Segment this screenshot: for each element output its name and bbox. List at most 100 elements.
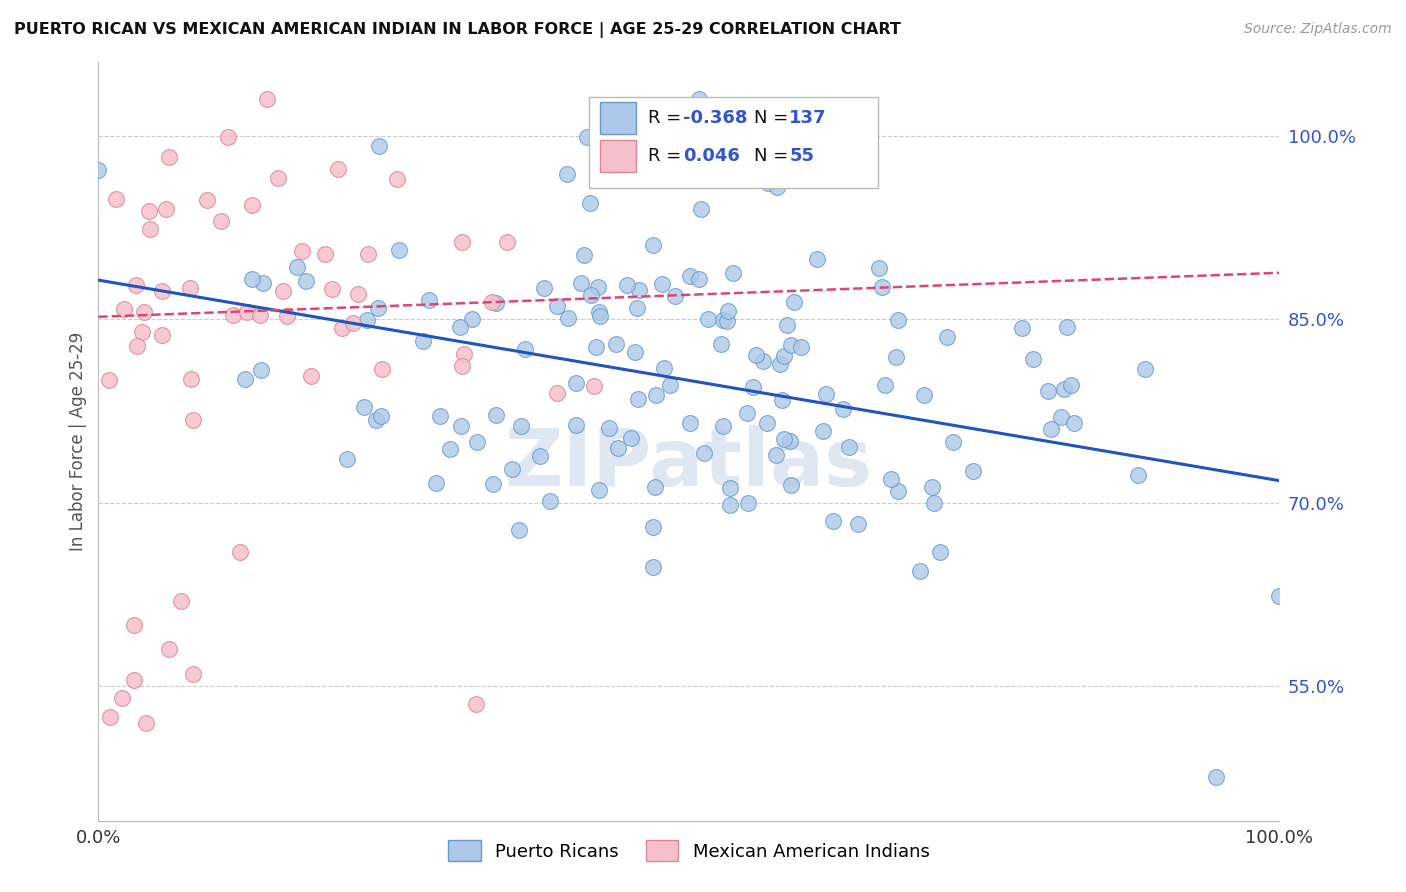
Point	[342, 316, 364, 330]
Point	[579, 196, 602, 211]
Point	[98, 709, 121, 723]
Point	[181, 666, 204, 681]
Point	[1053, 383, 1076, 397]
Point	[929, 545, 952, 559]
Point	[252, 276, 274, 290]
FancyBboxPatch shape	[589, 96, 877, 187]
Point	[579, 288, 602, 302]
Point	[780, 337, 803, 351]
Y-axis label: In Labor Force | Age 25-29: In Labor Force | Age 25-29	[69, 332, 87, 551]
Point	[583, 379, 606, 393]
Point	[652, 360, 675, 375]
Point	[135, 715, 157, 730]
Point	[641, 520, 664, 534]
Point	[711, 312, 734, 326]
Point	[508, 523, 530, 537]
Point	[717, 303, 740, 318]
Point	[356, 313, 378, 327]
Point	[780, 478, 803, 492]
Point	[314, 246, 336, 260]
Point	[1022, 352, 1045, 367]
Point	[250, 363, 273, 377]
Point	[127, 339, 149, 353]
Point	[585, 340, 607, 354]
Point	[481, 295, 503, 310]
Point	[157, 150, 180, 164]
Point	[134, 304, 156, 318]
Point	[756, 176, 779, 190]
Point	[711, 418, 734, 433]
Point	[138, 204, 160, 219]
Point	[425, 475, 447, 490]
Point	[806, 252, 828, 267]
Point	[658, 378, 681, 392]
Text: 137: 137	[789, 109, 827, 127]
Point	[641, 560, 664, 574]
Point	[1060, 378, 1083, 392]
Point	[155, 202, 177, 216]
Point	[546, 386, 568, 401]
Text: 55: 55	[789, 146, 814, 165]
Point	[1011, 320, 1033, 334]
Point	[942, 435, 965, 450]
Point	[626, 301, 648, 316]
Bar	[600, 140, 636, 171]
Point	[229, 544, 252, 558]
Point	[357, 247, 380, 261]
Point	[367, 301, 389, 316]
Point	[887, 312, 910, 326]
Point	[240, 198, 263, 212]
Point	[752, 354, 775, 368]
Point	[627, 392, 650, 407]
Point	[690, 202, 713, 216]
Point	[716, 314, 738, 328]
Point	[868, 261, 890, 276]
Point	[1126, 467, 1149, 482]
Point	[718, 481, 741, 495]
Point	[533, 281, 555, 295]
Point	[465, 698, 488, 712]
Point	[485, 295, 508, 310]
Point	[838, 440, 860, 454]
Point	[353, 400, 375, 414]
Point	[588, 483, 610, 498]
Point	[139, 222, 162, 236]
Point	[1056, 320, 1078, 334]
Point	[1135, 362, 1157, 376]
Point	[588, 305, 610, 319]
Point	[721, 266, 744, 280]
Point	[124, 278, 146, 293]
Point	[783, 294, 806, 309]
Point	[295, 274, 318, 288]
Point	[509, 419, 531, 434]
Point	[679, 417, 702, 431]
Point	[688, 272, 710, 286]
Point	[336, 452, 359, 467]
Point	[501, 461, 523, 475]
Point	[195, 193, 218, 207]
Point	[569, 277, 592, 291]
Point	[371, 361, 394, 376]
Point	[157, 642, 180, 657]
Point	[688, 92, 710, 106]
Point	[606, 441, 628, 455]
Point	[921, 479, 943, 493]
Point	[538, 494, 561, 508]
Point	[575, 129, 598, 144]
Point	[737, 496, 759, 510]
Point	[811, 424, 834, 438]
Point	[418, 293, 440, 307]
Point	[744, 348, 766, 362]
Point	[624, 344, 647, 359]
Point	[555, 167, 578, 181]
Point	[299, 369, 322, 384]
Point	[790, 340, 813, 354]
Point	[276, 310, 298, 324]
Point	[645, 388, 668, 402]
Point	[766, 179, 789, 194]
Point	[271, 284, 294, 298]
Point	[586, 280, 609, 294]
Point	[884, 351, 907, 365]
Point	[1205, 771, 1227, 785]
Point	[112, 302, 135, 317]
